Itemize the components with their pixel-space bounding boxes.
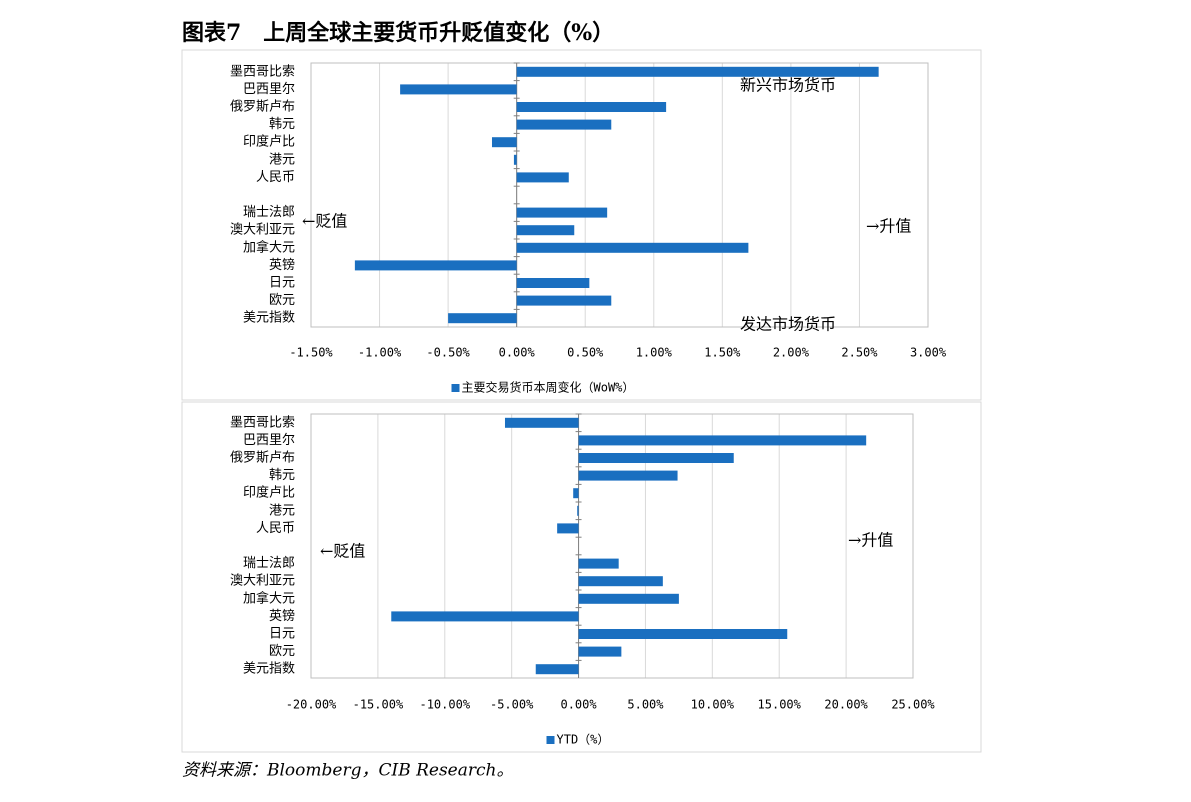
y-tick-label: 韩元 [269,117,295,132]
bar [578,453,734,463]
bar [491,137,517,148]
x-tick-label: -5.00% [490,698,534,712]
y-tick-label: 瑞士法郎 [243,205,295,220]
y-tick-label: 港元 [269,503,295,518]
legend-swatch [451,384,460,392]
bar [516,172,569,183]
y-tick-label: 英镑 [269,608,295,624]
chart-frame [181,401,982,753]
x-tick-label: -0.50% [426,346,470,360]
y-tick-label: 瑞士法郎 [243,556,295,571]
plot-border [310,62,929,328]
x-tick-label: -15.00% [353,698,404,712]
y-tick-label: 巴西里尔 [243,82,295,97]
annotation: ←贬值 [302,212,347,231]
bar [516,66,879,77]
y-tick-label: 加拿大元 [243,239,295,255]
annotation: 新兴市场货币 [740,76,836,95]
x-tick-label: -10.00% [419,698,470,712]
x-tick-label: 5.00% [627,698,664,712]
y-tick-label: 澳大利亚元 [230,222,295,238]
bar [516,102,667,112]
bar [516,225,575,236]
x-tick-label: 1.50% [704,346,741,360]
y-tick-label: 澳大利亚元 [230,573,295,589]
y-tick-label: 印度卢比 [243,485,295,501]
y-tick-label: 俄罗斯卢布 [230,450,295,466]
x-tick-label: 20.00% [824,698,868,712]
y-tick-label: 加拿大元 [243,590,295,606]
bar [516,242,749,253]
y-tick-label: 日元 [269,627,295,642]
x-tick-label: 0.00% [499,346,536,360]
source-note: 资料来源：Bloomberg，CIB Research。 [182,761,513,781]
x-tick-label: 10.00% [691,698,735,712]
figure-title: 图表7 上周全球主要货币升贬值变化（%） [182,20,614,46]
bar [578,435,867,446]
bar [400,84,517,95]
x-tick-label: -20.00% [286,698,337,712]
y-tick-label: 俄罗斯卢布 [230,99,295,115]
bar [516,207,608,218]
x-tick-label: -1.00% [358,346,402,360]
bar [516,278,590,288]
x-tick-label: 25.00% [891,698,935,712]
y-tick-label: 墨西哥比索 [230,415,295,430]
y-tick-label: 人民币 [256,521,295,536]
bar [578,646,622,657]
bar [573,488,579,499]
annotation: 发达市场货币 [740,315,836,334]
x-tick-label: 1.00% [636,346,673,360]
x-tick-label: 2.50% [841,346,878,360]
y-tick-label: 欧元 [269,644,295,659]
bar [578,629,788,639]
y-tick-label: 美元指数 [243,662,295,677]
y-tick-label: 欧元 [269,293,295,308]
bar [354,260,517,271]
y-tick-label: 印度卢比 [243,134,295,150]
y-tick-label: 英镑 [269,257,295,273]
bar [448,313,517,324]
bar [578,593,679,604]
y-tick-label: 巴西里尔 [243,433,295,448]
bar [516,119,612,130]
legend-swatch [546,736,555,744]
bar [504,417,579,428]
plot-border [310,413,914,679]
bar [557,523,579,534]
bar [578,576,663,587]
x-tick-label: 2.00% [773,346,810,360]
annotation: ←贬值 [320,542,365,561]
y-tick-label: 墨西哥比索 [230,64,295,79]
legend-label: YTD（%） [557,733,610,747]
x-tick-label: -1.50% [289,346,333,360]
bar [578,558,619,569]
legend-label: 主要交易货币本周变化（WoW%） [462,380,635,395]
y-tick-label: 韩元 [269,468,295,483]
x-tick-label: 3.00% [910,346,947,360]
chart-frame [181,49,982,401]
bar [391,611,579,622]
bar [578,470,678,481]
annotation: →升值 [848,531,893,550]
y-tick-label: 美元指数 [243,311,295,326]
annotation: →升值 [866,217,911,236]
bar [516,295,612,306]
bar [535,664,579,675]
x-tick-label: 15.00% [758,698,802,712]
y-tick-label: 日元 [269,276,295,291]
y-tick-label: 港元 [269,152,295,167]
x-tick-label: 0.50% [567,346,604,360]
bar [577,505,579,516]
bar [513,154,517,165]
x-tick-label: 0.00% [560,698,597,712]
y-tick-label: 人民币 [256,170,295,185]
